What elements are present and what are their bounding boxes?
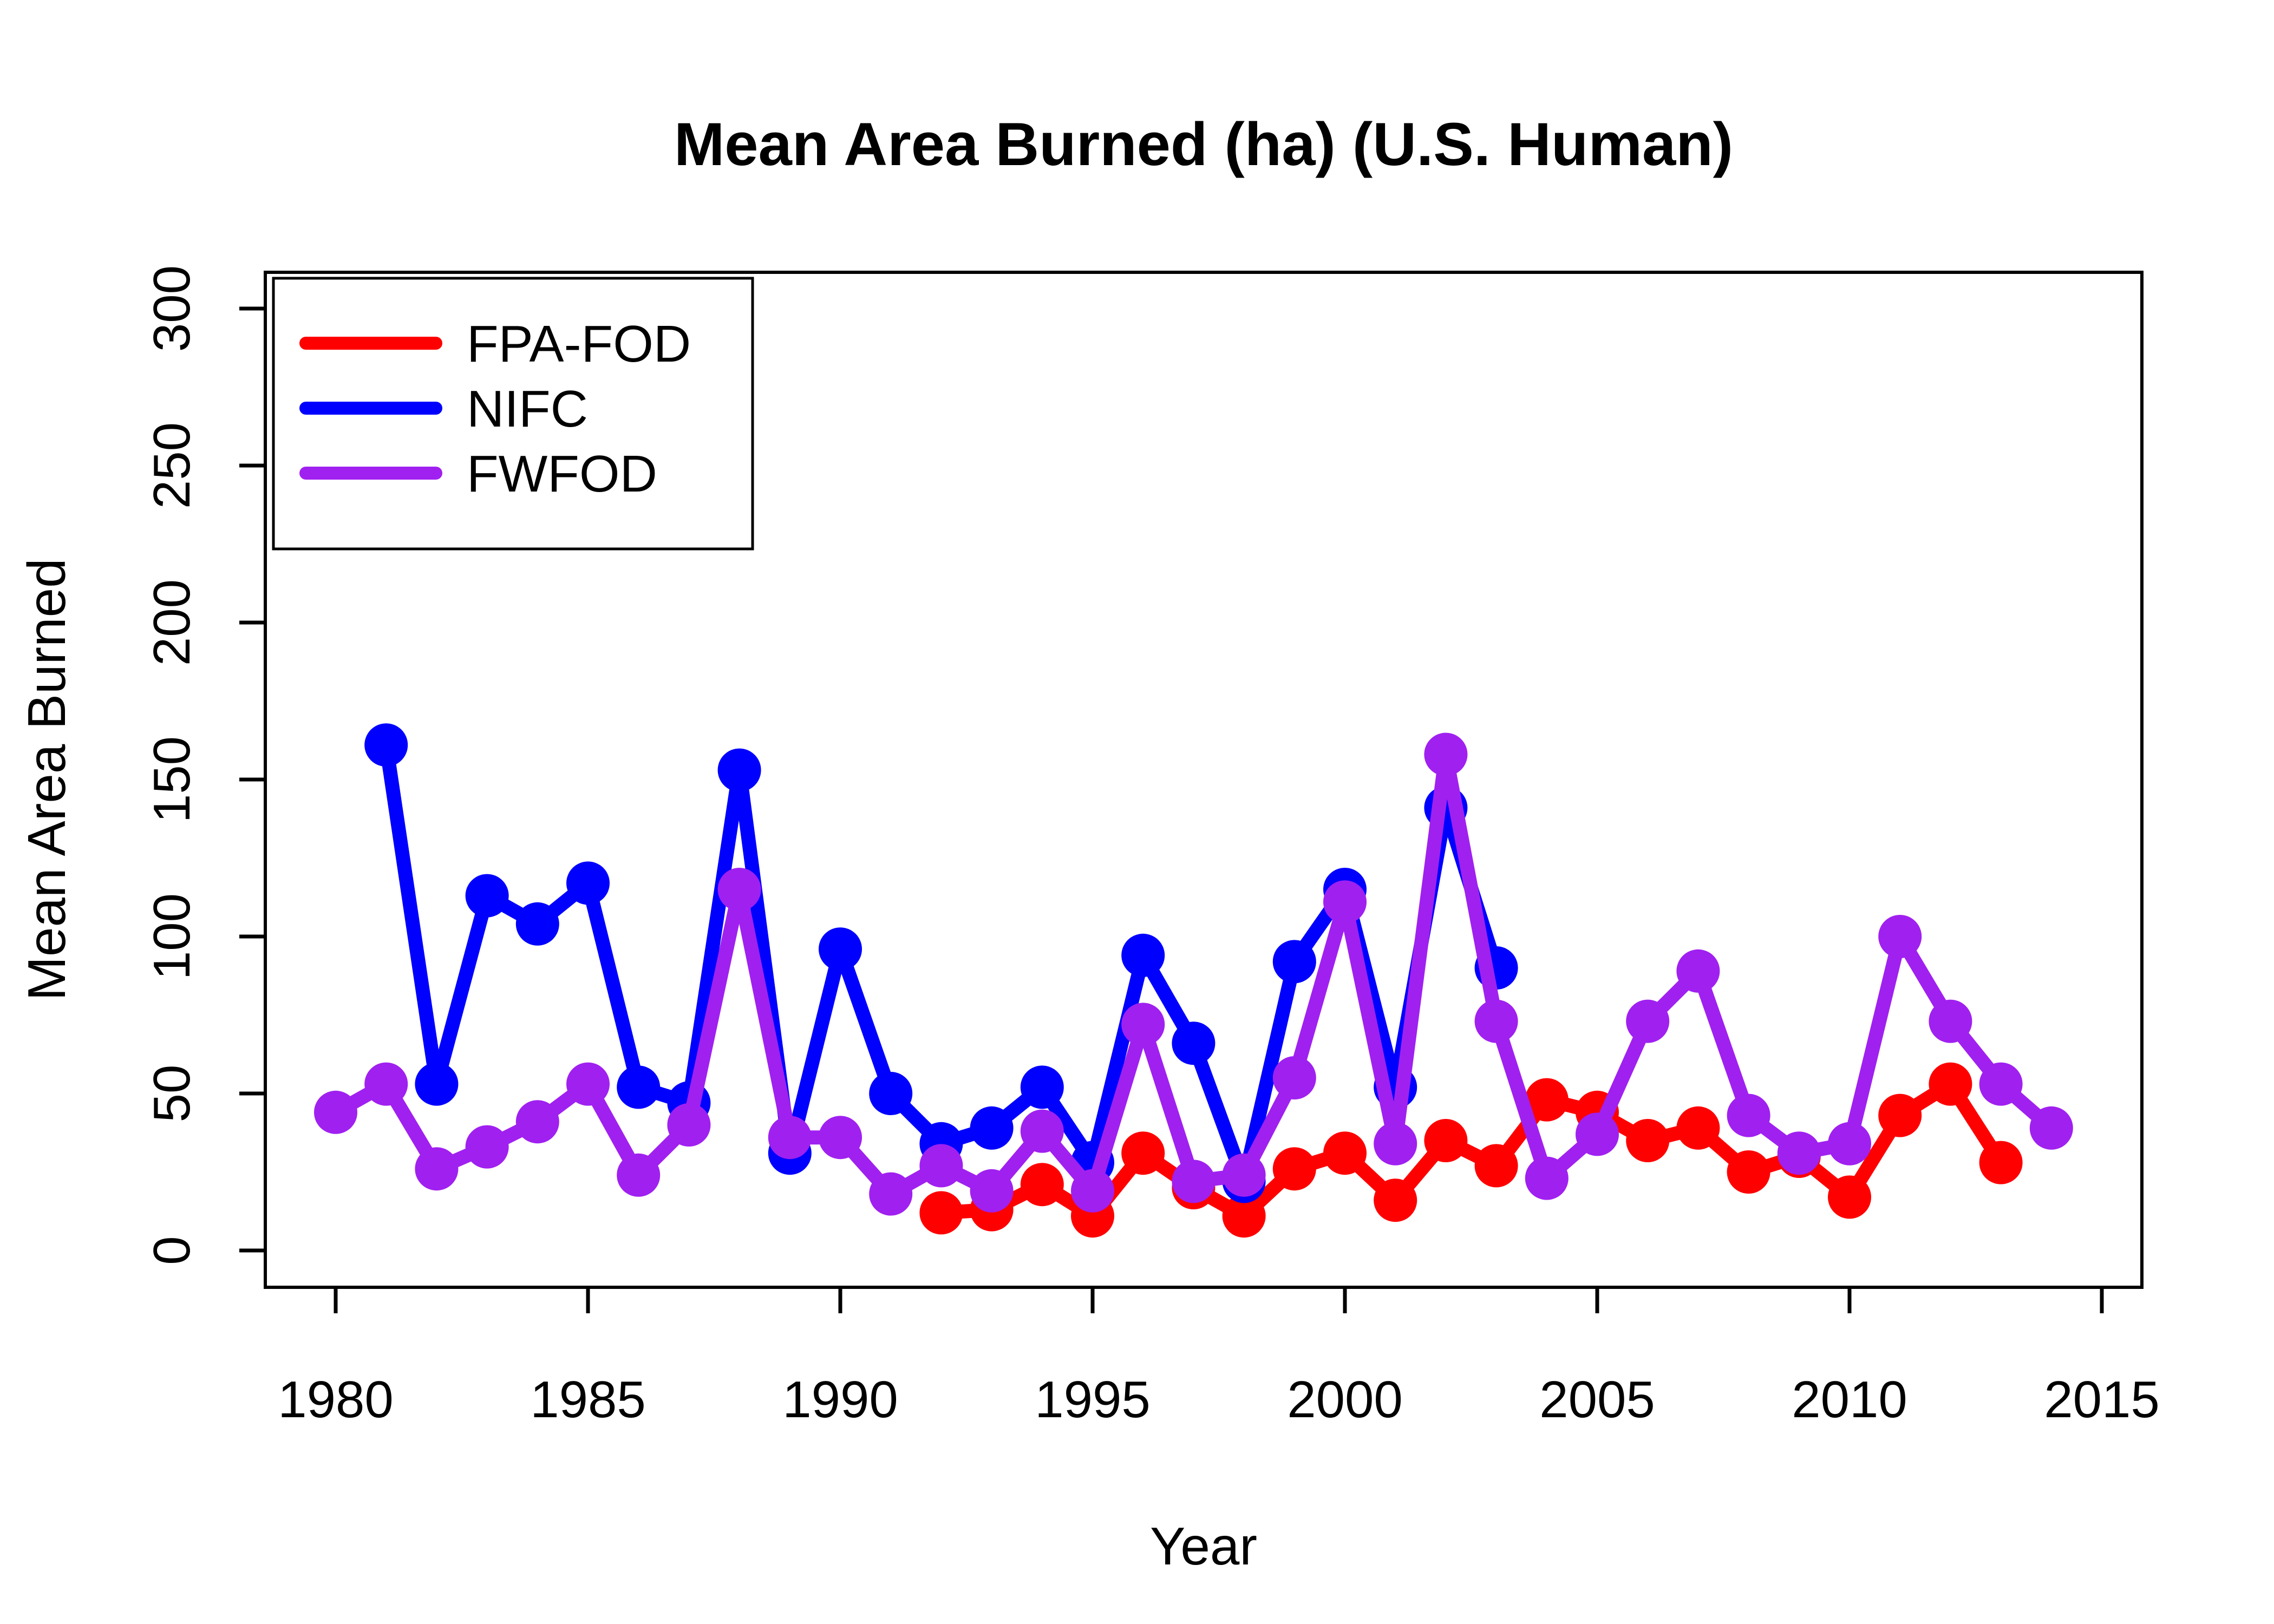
fwfod-point xyxy=(1828,1122,1871,1165)
nifc-point xyxy=(869,1072,913,1115)
fpa-fod-point xyxy=(1374,1178,1417,1222)
fwfod-point xyxy=(1323,880,1367,924)
fpa-fod-point xyxy=(1323,1131,1367,1175)
x-tick-label: 1985 xyxy=(530,1371,646,1429)
fwfod-point xyxy=(1374,1122,1417,1165)
x-tick-label: 2005 xyxy=(1539,1371,1655,1429)
fwfod-point xyxy=(1626,999,1670,1043)
fwfod-point xyxy=(970,1169,1014,1213)
fwfod-point xyxy=(667,1103,711,1147)
legend: FPA-FOD NIFC FWFOD xyxy=(272,277,754,551)
nifc-point xyxy=(617,1065,661,1109)
fpa-fod-point xyxy=(1424,1119,1468,1162)
fwfod-point xyxy=(617,1153,661,1197)
fwfod-point xyxy=(1222,1153,1266,1197)
y-axis-title: Mean Area Burned xyxy=(17,558,76,1000)
x-tick-label: 2015 xyxy=(2044,1371,2160,1429)
data-series-layer xyxy=(314,723,2073,1238)
y-tick-label: 150 xyxy=(143,736,201,823)
fpa-fod-point xyxy=(1727,1150,1770,1194)
y-tick-label: 200 xyxy=(143,579,201,666)
fwfod-point xyxy=(1979,1062,2023,1106)
fwfod-line xyxy=(329,747,2059,1201)
nifc-point xyxy=(1172,1021,1216,1065)
fpa-fod-line xyxy=(934,1077,2008,1223)
fwfod-point xyxy=(364,1062,408,1106)
fwfod-point xyxy=(1172,1160,1216,1203)
x-axis-title: Year xyxy=(1150,1516,1257,1576)
nifc-point xyxy=(415,1062,459,1106)
fwfod-point xyxy=(2029,1106,2073,1150)
fwfod-point xyxy=(768,1116,812,1160)
axes-layer: 1980 1985 1990 1995 2000 2005 2010 2015 0 50 100 15… xyxy=(143,265,2160,1429)
y-tick-label: 0 xyxy=(143,1236,201,1265)
x-tick-label: 1980 xyxy=(278,1371,394,1429)
fwfod-point xyxy=(1777,1131,1821,1175)
fwfod-point xyxy=(869,1172,913,1216)
legend-box xyxy=(272,277,754,551)
fwfod-point xyxy=(919,1144,963,1188)
legend-label-nifc: NIFC xyxy=(467,380,588,438)
fwfod-point xyxy=(1071,1169,1114,1213)
fwfod-point xyxy=(465,1125,509,1169)
fpa-fod-point xyxy=(1525,1078,1569,1122)
legend-label-fwfod: FWFOD xyxy=(467,445,657,503)
fpa-fod-point xyxy=(1020,1163,1064,1207)
nifc-point xyxy=(717,748,761,792)
nifc-point xyxy=(1020,1065,1064,1109)
nifc-point xyxy=(364,723,408,767)
fwfod-point xyxy=(515,1100,559,1144)
x-tick-label: 1995 xyxy=(1035,1371,1151,1429)
fwfod-point xyxy=(1525,1156,1569,1200)
fwfod-point xyxy=(1727,1093,1770,1137)
fwfod-point xyxy=(1272,1056,1316,1099)
fwfod-point xyxy=(1878,915,1922,958)
fwfod-point xyxy=(1020,1109,1064,1153)
fpa-fod-point xyxy=(1828,1175,1871,1219)
nifc-point xyxy=(515,902,559,946)
fpa-fod-point xyxy=(1222,1194,1266,1238)
fwfod-point xyxy=(1474,999,1518,1043)
fpa-fod-point xyxy=(1121,1131,1165,1175)
nifc-point xyxy=(566,861,610,905)
fwfod-point xyxy=(819,1116,862,1160)
fwfod-point xyxy=(1676,949,1720,993)
fpa-fod-point xyxy=(1979,1141,2023,1184)
nifc-point xyxy=(465,874,509,918)
nifc-point xyxy=(970,1106,1014,1150)
fpa-fod-point xyxy=(1272,1147,1316,1191)
fwfod-point xyxy=(314,1090,357,1134)
legend-label-fpa-fod: FPA-FOD xyxy=(467,315,691,373)
fpa-fod-point xyxy=(1929,1062,1972,1106)
fwfod-point xyxy=(566,1062,610,1106)
nifc-point xyxy=(1272,940,1316,984)
x-tick-label: 1990 xyxy=(782,1371,898,1429)
nifc-point xyxy=(819,927,862,971)
fpa-fod-point xyxy=(1626,1119,1670,1162)
fwfod-point xyxy=(1576,1112,1619,1156)
fpa-fod-point xyxy=(919,1191,963,1235)
fpa-fod-point xyxy=(1474,1144,1518,1188)
nifc-point xyxy=(1121,933,1165,977)
x-tick-label: 2000 xyxy=(1287,1371,1403,1429)
fwfod-point xyxy=(717,868,761,911)
fpa-fod-point xyxy=(1676,1106,1720,1150)
fwfod-point xyxy=(1424,732,1468,776)
fwfod-point xyxy=(1929,999,1972,1043)
fwfod-series xyxy=(314,732,2073,1216)
y-tick-label: 100 xyxy=(143,893,201,980)
fpa-fod-point xyxy=(1878,1093,1922,1137)
y-tick-label: 250 xyxy=(143,422,201,509)
x-tick-label: 2010 xyxy=(1792,1371,1907,1429)
fwfod-point xyxy=(415,1147,459,1191)
y-tick-label: 50 xyxy=(143,1065,201,1123)
y-tick-label: 300 xyxy=(143,265,201,352)
chart-title: Mean Area Burned (ha) (U.S. Human) xyxy=(674,110,1733,178)
fwfod-point xyxy=(1121,1003,1165,1046)
